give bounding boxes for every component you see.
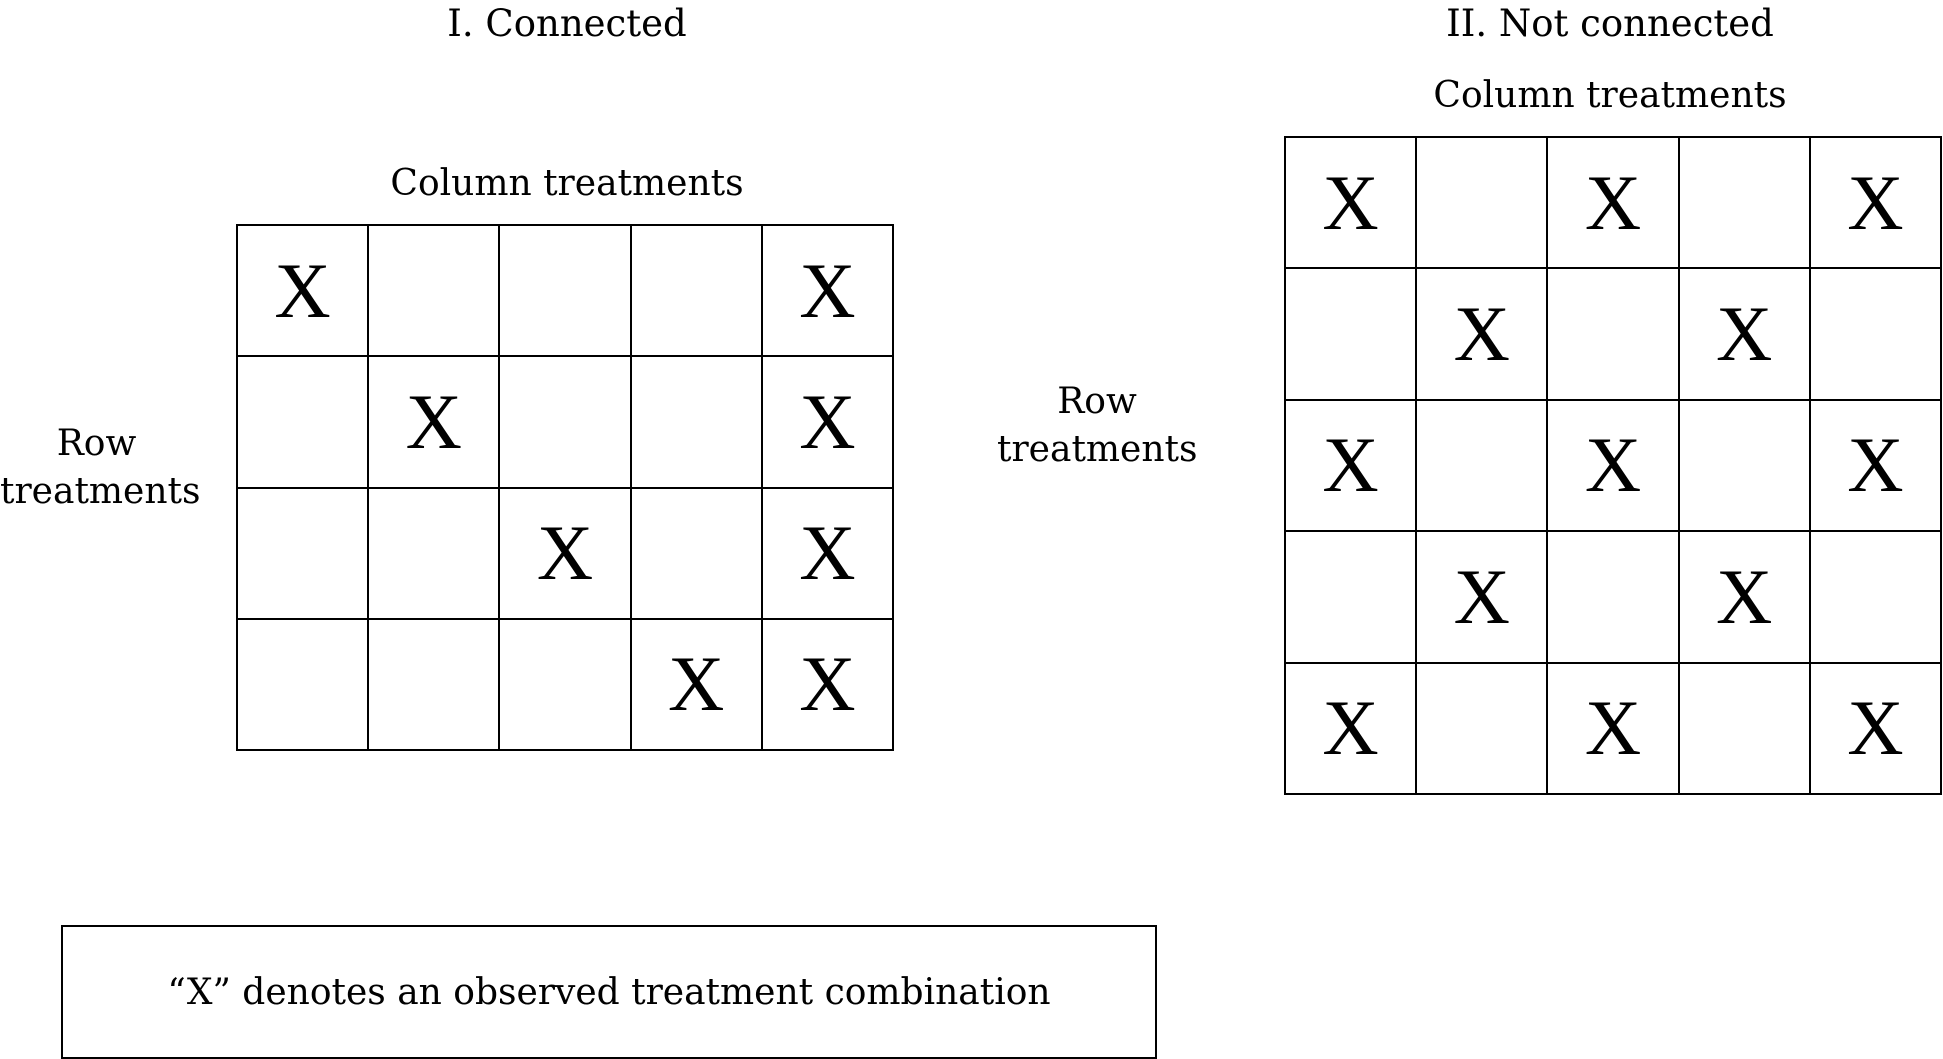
grid-cell: X [1417,532,1549,664]
grid-cell [500,357,632,489]
grid-cell [1417,138,1549,270]
panel-connected-title: I. Connected [447,2,687,45]
grid-cell [369,488,501,620]
grid-cell [631,226,763,358]
grid-cell [1679,138,1811,270]
grid-cell: X [1417,269,1549,401]
grid-cell [500,226,632,358]
grid-cell: X [1286,400,1418,533]
grid-cell [500,619,632,751]
grid-cell [1548,532,1680,664]
grid-cell: X [1548,663,1680,795]
legend-box: “X” denotes an observed treatment combin… [61,925,1157,1059]
grid-cell: X [1810,400,1942,533]
legend-text: “X” denotes an observed treatment combin… [167,971,1051,1013]
panel-not-connected-column-label: Column treatments [1433,75,1787,116]
panel-connected-row-label-line2: treatments [0,471,201,512]
grid-cell: X [631,619,763,751]
panel-not-connected-row-label-line2: treatments [997,429,1198,470]
grid-cell [1286,532,1418,664]
panel-connected-column-label: Column treatments [390,163,744,204]
grid-cell [1810,269,1942,401]
grid-cell [369,226,501,358]
grid-cell: X [1679,532,1811,664]
grid-cell: X [762,488,894,620]
grid-cell [1548,269,1680,401]
grid-cell [238,488,370,620]
grid-cell [1417,663,1549,795]
grid-cell: X [1679,269,1811,401]
grid-cell [369,619,501,751]
grid-cell [238,619,370,751]
grid-cell: X [1548,138,1680,270]
panel-not-connected-title: II. Not connected [1446,2,1774,45]
grid-cell [1417,400,1549,533]
grid-cell: X [238,226,370,358]
grid-cell [1810,532,1942,664]
grid-cell: X [1548,400,1680,533]
grid-cell [631,488,763,620]
grid-cell: X [1286,138,1418,270]
grid-cell: X [369,357,501,489]
panel-not-connected-row-label-line1: Row [1057,381,1137,422]
grid-cell: X [762,619,894,751]
grid-cell [1286,269,1418,401]
grid-cell [1679,400,1811,533]
grid-cell [1679,663,1811,795]
grid-cell: X [1286,663,1418,795]
grid-cell [631,357,763,489]
grid-cell: X [762,226,894,358]
panel-connected-row-label-line1: Row [56,423,137,464]
grid-cell [238,357,370,489]
grid-cell: X [762,357,894,489]
grid-cell: X [500,488,632,620]
grid-cell: X [1810,663,1942,795]
grid-cell: X [1810,138,1942,270]
